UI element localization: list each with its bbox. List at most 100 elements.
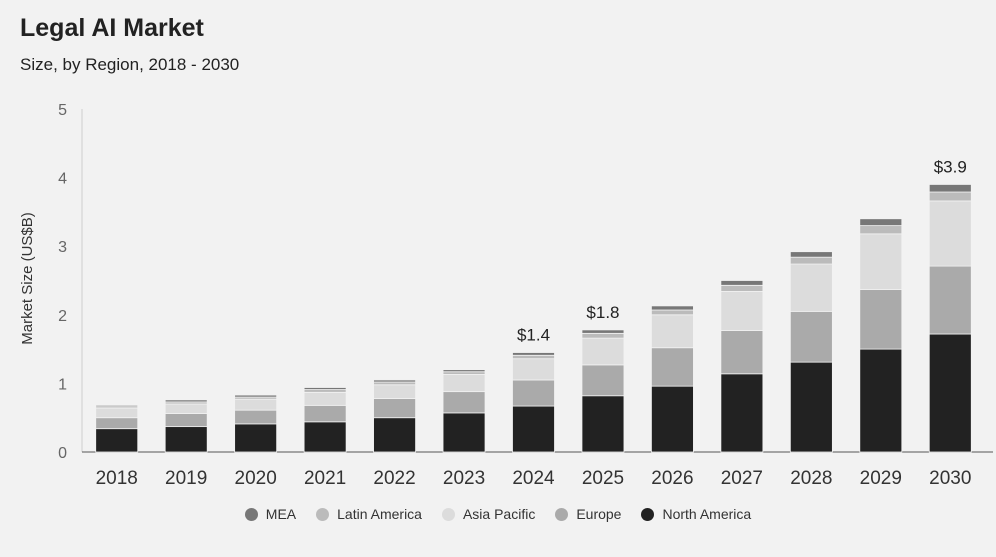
legend-item: MEA [244,506,297,522]
bar-segment-north-america [789,361,833,453]
y-tick-label: 0 [58,445,67,462]
bar-segment-north-america [859,348,903,453]
bar-segment-latin-america [651,309,694,316]
bar-segment-europe [789,310,833,363]
y-tick-label: 1 [58,376,67,393]
x-tick-label: 2023 [443,468,485,489]
stacked-bar-chart: 0 1 2 3 4 5 Market Size (US$B) 2018 2019 2020 2021… [19,102,993,489]
legend-swatch [555,507,569,521]
legend-item: Europe [555,506,621,522]
bar-segment-europe [720,330,764,375]
bar-segment-north-america [720,373,764,453]
legend-label: Asia Pacific [462,506,536,522]
data-label: $1.8 [586,303,619,322]
y-tick-label: 5 [58,102,67,119]
chart-subtitle: Size, by Region, 2018 - 2030 [20,55,240,74]
x-tick-label: 2022 [373,468,415,489]
bar-segment-asia-pacific [581,337,625,366]
bar-segment-mea [164,399,208,403]
bar-segment-latin-america [581,332,625,339]
bar-segment-europe [581,364,625,397]
bar-segment-latin-america [859,225,903,235]
bar-segment-latin-america [789,256,833,265]
legend-swatch [641,507,655,521]
bar-segment-mea [928,184,972,193]
bar-segment-europe [234,409,278,425]
bar-segment-asia-pacific [164,403,208,414]
bar-segment-europe [442,391,486,414]
bar-segment-mea [720,280,764,286]
legend-label: North America [662,506,752,522]
x-tick-label: 2029 [860,468,902,489]
bar-segment-asia-pacific [859,233,903,290]
bar-segment-europe [928,265,972,335]
bar-segment-mea [651,305,694,311]
bar-segment-mea [512,352,555,356]
bar-segment-asia-pacific [928,200,972,267]
bar-segment-asia-pacific [95,407,139,419]
x-tick-label: 2020 [235,468,277,489]
x-tick-label: 2027 [721,468,763,489]
bar-segment-latin-america [720,284,764,292]
legend-item: Asia Pacific [441,506,536,522]
bar-segment-latin-america [303,389,347,393]
data-label: $3.9 [934,157,967,176]
data-label: $1.4 [517,326,550,345]
chart-title: Legal AI Market [20,14,204,42]
bar-segment-north-america [512,405,555,453]
x-tick-label: 2019 [165,468,207,489]
bar-segment-asia-pacific [303,391,347,406]
legend-item: Latin America [316,506,422,522]
legend-item: North America [641,506,751,522]
bar-segment-north-america [164,426,208,453]
y-axis-title: Market Size (US$B) [19,212,36,345]
bar-segment-asia-pacific [373,384,416,399]
bar-segment-latin-america [442,371,486,375]
chart-legend: MEA Latin America Asia Pacific Europe North … [0,506,996,522]
bar-segment-north-america [373,417,416,453]
x-tick-label: 2026 [651,468,693,489]
bar-segment-north-america [95,428,139,453]
bar-segment-mea [303,387,347,390]
bar-segment-mea [442,369,486,373]
bar-segment-mea [581,329,625,334]
x-tick-label: 2024 [512,468,555,489]
x-tick-label: 2025 [582,468,624,489]
bar-segment-asia-pacific [651,314,694,349]
y-tick-label: 2 [58,308,67,325]
bar-segment-north-america [651,385,694,453]
bar-segment-mea [234,394,278,398]
bar-segment-north-america [303,421,347,453]
bar-segment-europe [95,417,139,430]
bar-segment-mea [95,404,139,408]
bar-segment-mea [373,379,416,383]
y-tick-label: 4 [58,171,67,188]
bar-segment-europe [651,347,694,387]
bar-segment-asia-pacific [442,374,486,393]
legend-swatch [244,507,258,521]
x-tick-label: 2021 [304,468,346,489]
legend-swatch [441,507,455,521]
bar-segment-asia-pacific [720,291,764,331]
bar-segment-europe [512,379,555,407]
bar-segment-asia-pacific [789,263,833,312]
bar-segment-asia-pacific [512,358,555,381]
bar-segment-mea [789,251,833,258]
bar-segment-asia-pacific [234,398,278,411]
bar-segment-latin-america [373,381,416,386]
bar-segment-europe [859,289,903,350]
legend-swatch [316,507,330,521]
bar-segment-north-america [234,423,278,453]
x-tick-label: 2028 [790,468,832,489]
bar-segment-north-america [928,333,972,453]
bar-segment-europe [373,398,416,419]
bar-segment-latin-america [928,191,972,202]
x-tick-label: 2018 [96,468,138,489]
legend-label: Latin America [337,506,422,522]
legend-label: MEA [265,506,297,522]
legend-label: Europe [576,506,622,522]
y-tick-label: 3 [58,239,67,256]
bar-segment-europe [303,404,347,423]
bar-segment-north-america [442,412,486,453]
bar-segment-mea [859,218,903,227]
